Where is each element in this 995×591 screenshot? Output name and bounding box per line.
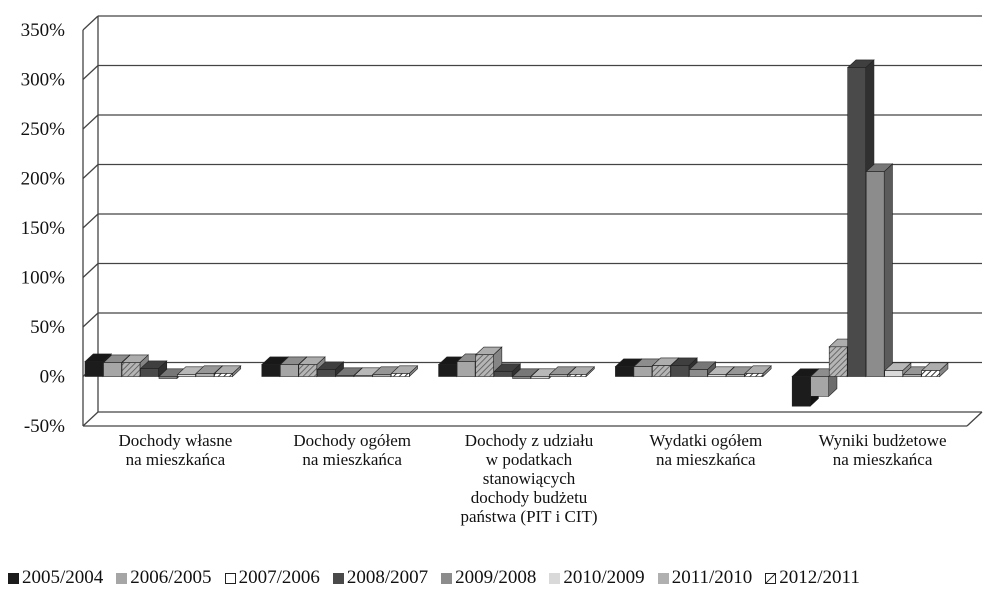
x-category-label: Wyniki budżetowe na mieszkańca <box>819 431 947 469</box>
legend-label: 2008/2007 <box>346 567 429 588</box>
legend-swatch <box>116 572 128 584</box>
legend-swatch <box>8 572 19 584</box>
legend-item-2011/2010: 2011/2010 <box>657 567 753 588</box>
legend-item-2008/2007: 2008/2007 <box>332 567 429 588</box>
gridline-side-5 <box>82 164 99 179</box>
legend-swatch <box>549 572 561 584</box>
gridline-side-0 <box>82 411 99 427</box>
legend-item-2009/2008: 2009/2008 <box>441 568 536 588</box>
legend-item-2010/2009: 2010/2009 <box>549 567 645 588</box>
bar-2008/2007-5 <box>846 59 875 378</box>
bar-2008/2007-1 <box>139 360 168 378</box>
legend-swatch <box>657 572 669 584</box>
gridline-side-6 <box>82 114 99 130</box>
x-category-label: Dochody ogółem na mieszkańca <box>293 431 411 469</box>
gridline-side-4 <box>82 213 99 229</box>
legend-label: 2009/2008 <box>455 567 537 588</box>
bar-2008/2007-2 <box>316 361 345 378</box>
y-tick-label: 100% <box>21 268 66 289</box>
gridline-side-7 <box>82 65 99 80</box>
legend-label: 2005/2004 <box>22 567 104 588</box>
bar-2009/2008-5 <box>865 163 894 378</box>
legend-item-2005/2004: 2005/2004 <box>8 568 103 588</box>
y-tick-label: 0% <box>40 367 66 388</box>
x-category-label: Dochody własne na mieszkańca <box>119 431 233 469</box>
gridline-side-8 <box>82 15 99 31</box>
y-tick-label: 250% <box>21 119 66 140</box>
legend-label: 2012/2011 <box>779 567 860 588</box>
y-tick-label: 200% <box>21 169 66 190</box>
legend-label: 2007/2006 <box>238 567 320 588</box>
bar-2012/2011-3 <box>567 366 596 378</box>
legend-item-2006/2005: 2006/2005 <box>116 567 212 588</box>
legend-swatch <box>441 572 453 584</box>
bar-2012/2011-2 <box>390 365 419 378</box>
y-tick-label: 50% <box>30 317 65 338</box>
floor-right-edge <box>966 411 983 427</box>
bar-2012/2011-4 <box>744 365 772 378</box>
x-category-label: Wydatki ogółem na mieszkańca <box>649 431 762 469</box>
legend-label: 2011/2010 <box>671 567 753 588</box>
legend-swatch <box>765 572 777 584</box>
y-tick-label: -50% <box>24 416 65 437</box>
bar-2012/2011-1 <box>213 365 242 378</box>
gridline-side-3 <box>82 263 99 278</box>
chart-legend: 2005/2004 2006/2005 2007/2006 2008/2007 2009… <box>8 566 993 590</box>
legend-label: 2010/2009 <box>563 567 645 588</box>
gridline-side-2 <box>82 312 99 328</box>
bar-2008/2007-3 <box>493 363 522 378</box>
y-tick-label: 300% <box>21 70 66 91</box>
legend-label: 2006/2005 <box>130 567 212 588</box>
legend-item-2012/2011: 2012/2011 <box>765 568 860 588</box>
y-tick-label: 350% <box>21 20 66 41</box>
bar-2012/2011-5 <box>920 362 949 378</box>
x-category-label: Dochody z udziału w podatkach stanowiących… <box>460 431 597 526</box>
legend-item-2007/2006: 2007/2006 <box>224 567 320 588</box>
y-tick-label: 150% <box>21 218 66 239</box>
legend-swatch <box>224 572 236 584</box>
chart-plot: -50% 0% 50% 100% 150% 200% 250% 300% 350% Dochod… <box>21 15 983 526</box>
legend-swatch <box>332 572 344 584</box>
